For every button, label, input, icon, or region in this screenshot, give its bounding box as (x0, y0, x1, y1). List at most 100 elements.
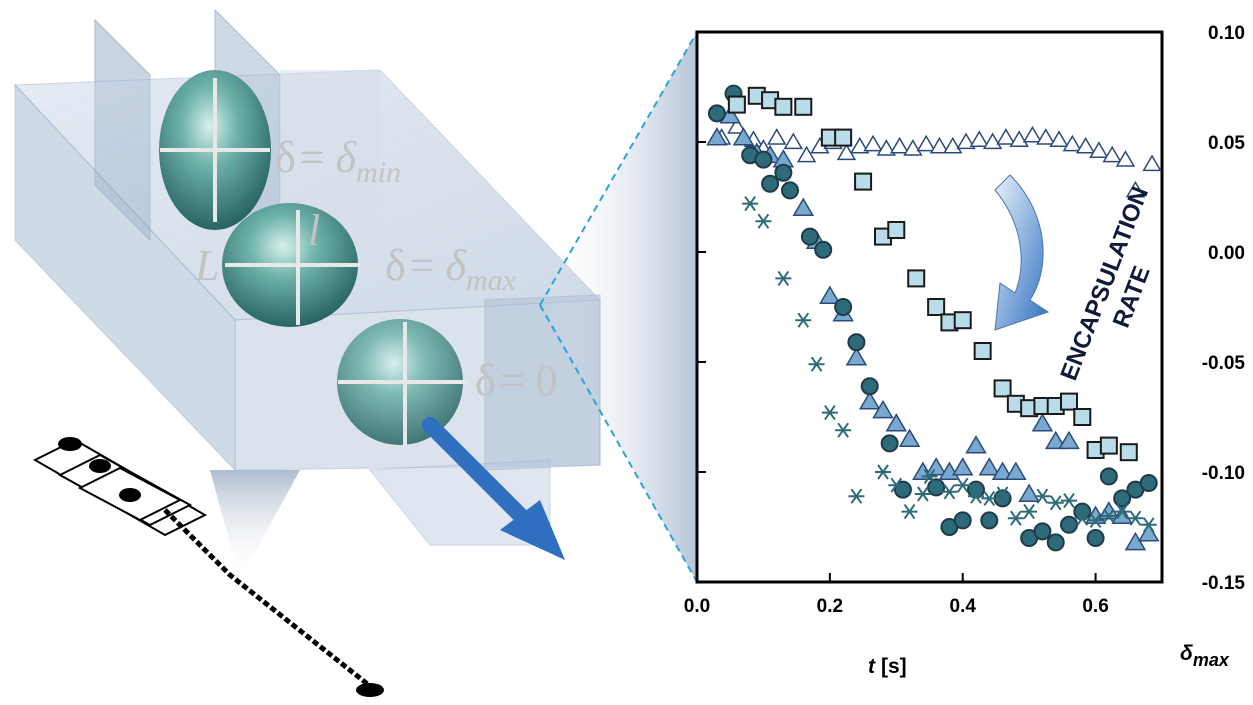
encapsulation-rate-arrow-icon (994, 174, 1050, 331)
data-point-star (921, 468, 938, 484)
data-point-star (848, 488, 865, 504)
y-tick-label: -0.10 (1202, 463, 1245, 484)
data-point-triangle-filled (819, 285, 841, 304)
data-point-circle (1086, 529, 1105, 547)
data-point-star (1140, 517, 1157, 533)
y-tick-label: -0.05 (1202, 353, 1246, 374)
data-point-triangle-filled (1044, 430, 1067, 450)
data-point-triangle-open (969, 130, 990, 147)
data-point-square (794, 97, 813, 116)
equation-delta-zero: δ= 0 (475, 356, 558, 405)
data-point-star (875, 464, 891, 480)
data-point-star (775, 270, 792, 286)
data-point-triangle-filled (965, 435, 987, 454)
data-point-circle (1046, 533, 1065, 552)
data-point-triangle-filled (925, 457, 947, 476)
data-point-star (994, 486, 1011, 502)
x-axis-title: t [s] (868, 655, 907, 678)
data-point-star (1087, 512, 1104, 528)
data-point-triangle-filled (1137, 523, 1160, 542)
y-tick-label: 0.05 (1208, 133, 1245, 154)
data-point-star (1047, 495, 1064, 511)
data-point-star (821, 405, 838, 421)
data-point-circle (761, 174, 780, 193)
data-point-circle (1033, 522, 1052, 541)
data-point-star (941, 484, 958, 500)
droplet-middle (222, 203, 360, 327)
data-point-circle (781, 181, 799, 200)
data-point-triangle-open (1022, 125, 1043, 143)
data-point-triangle-open (1049, 130, 1069, 147)
data-point-star (1021, 504, 1038, 520)
data-point-triangle-open (982, 132, 1003, 150)
data-point-star (1007, 510, 1024, 526)
data-point-triangle-filled (885, 413, 908, 432)
data-point-star (968, 488, 984, 504)
data-point-triangle-filled (845, 347, 868, 366)
data-point-star (901, 504, 918, 520)
data-point-circle (800, 227, 819, 246)
data-point-triangle-open (903, 139, 923, 156)
data-point-circle (980, 511, 999, 530)
data-point-triangle-filled (858, 391, 881, 410)
data-point-triangle-filled (978, 457, 1001, 476)
data-point-square (1060, 392, 1078, 411)
data-point-triangle-filled (1058, 430, 1080, 450)
data-point-triangle-open (1125, 180, 1146, 198)
y-tick-label: 0.00 (1208, 243, 1245, 264)
data-point-triangle-open (943, 136, 963, 154)
data-point-circle (1099, 467, 1118, 486)
data-point-circle (860, 377, 879, 396)
data-point-star (1074, 510, 1091, 526)
data-point-circle (880, 434, 899, 453)
data-point-triangle-open (767, 128, 787, 145)
data-point-triangle-filled (1018, 483, 1040, 502)
dimension-label-l: l (308, 206, 320, 255)
data-point-star (835, 422, 852, 438)
data-point-star (742, 196, 759, 212)
droplet-top (159, 70, 271, 230)
data-point-triangle-open (796, 145, 817, 163)
data-point-triangle-open (876, 139, 897, 156)
data-point-star (795, 312, 812, 328)
data-point-star (981, 490, 998, 506)
data-point-circle (1113, 489, 1132, 508)
data-point-triangle-open (836, 143, 857, 161)
data-point-triangle-open (1089, 141, 1109, 158)
droplet-bottom (337, 319, 468, 445)
data-point-triangle-open (783, 132, 804, 150)
data-point-square (907, 269, 926, 288)
data-point-triangle-open (1142, 154, 1162, 172)
data-point-star (808, 356, 825, 372)
data-point-star (1127, 510, 1144, 526)
data-point-square (727, 95, 746, 114)
data-point-star (888, 477, 905, 493)
data-point-star (1034, 488, 1051, 504)
data-point-circle (834, 298, 853, 316)
data-point-triangle-filled (732, 127, 755, 146)
data-point-triangle-open (1009, 130, 1029, 147)
data-point-triangle-filled (991, 461, 1014, 480)
data-point-triangle-open (863, 134, 883, 152)
x-tick-label: 0.4 (950, 596, 977, 617)
data-point-square (973, 342, 992, 360)
data-point-circle (774, 163, 793, 182)
data-point-circle (814, 240, 833, 259)
x-tick-label: 0.6 (1082, 596, 1108, 617)
data-point-square (1073, 408, 1092, 426)
data-point-triangle-filled (706, 127, 728, 146)
droplet-diagram-icon (32, 437, 384, 697)
data-point-triangle-open (1036, 128, 1056, 145)
data-point-star (954, 477, 971, 493)
data-point-triangle-open (996, 128, 1016, 145)
data-point-star (914, 486, 931, 502)
data-point-circle (1139, 474, 1158, 492)
equation-delta-min: δ= δmin (275, 133, 401, 189)
data-point-triangle-open (1102, 145, 1122, 163)
plot-area (695, 30, 1164, 584)
data-point-triangle-open (956, 132, 976, 150)
data-point-circle (953, 511, 972, 530)
data-point-triangle-filled (792, 197, 815, 216)
y-tick-label: 0.10 (1208, 23, 1245, 44)
